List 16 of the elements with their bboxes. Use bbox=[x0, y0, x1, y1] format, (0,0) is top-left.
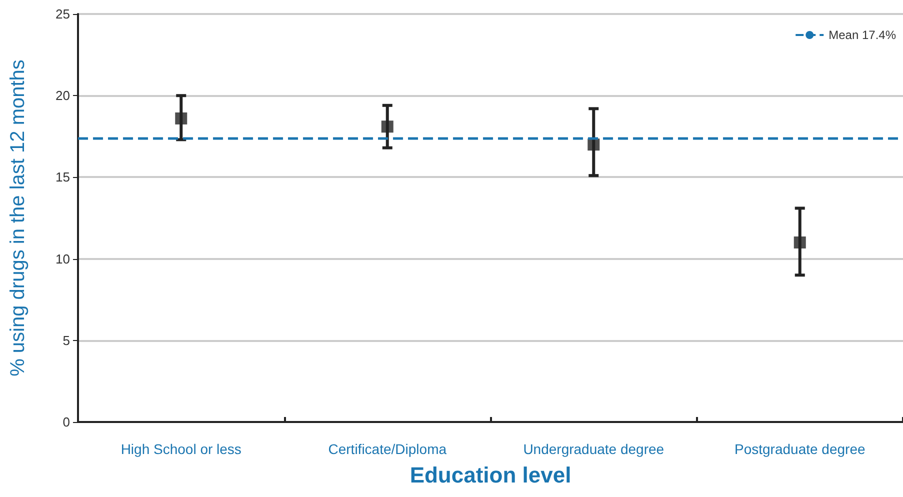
x-tick-label: Certificate/Diploma bbox=[328, 441, 447, 457]
x-tick-label: Postgraduate degree bbox=[734, 441, 866, 457]
y-tick-label: 15 bbox=[56, 170, 70, 185]
y-tick-label: 10 bbox=[56, 251, 70, 266]
point bbox=[794, 236, 806, 248]
x-tick-label: Undergraduate degree bbox=[523, 441, 664, 457]
y-tick-label: 0 bbox=[62, 414, 70, 430]
point bbox=[381, 120, 394, 133]
x-axis-title: Education level bbox=[410, 462, 572, 488]
point bbox=[175, 112, 188, 124]
y-tick-label: 25 bbox=[56, 6, 70, 22]
x-tick-label: High School or less bbox=[120, 441, 242, 457]
legend-label: Mean 17.4% bbox=[828, 28, 896, 42]
y-tick-label: 20 bbox=[56, 88, 70, 104]
y-axis-title: % using drugs in the last 12 months bbox=[7, 60, 29, 376]
y-tick-label: 5 bbox=[62, 332, 70, 348]
